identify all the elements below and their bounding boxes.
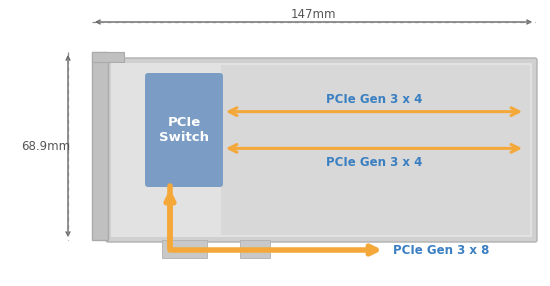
Bar [92,52,124,62]
Bar [162,240,207,258]
FancyBboxPatch shape [221,65,530,131]
FancyBboxPatch shape [145,73,223,187]
Bar [240,240,270,258]
Bar [92,52,108,240]
Text: 147mm: 147mm [291,7,336,21]
FancyArrowPatch shape [229,144,519,152]
FancyBboxPatch shape [106,58,537,242]
Text: 68.9mm: 68.9mm [21,140,70,152]
FancyBboxPatch shape [221,129,530,235]
Text: PCIe Gen 3 x 4: PCIe Gen 3 x 4 [326,156,422,169]
Text: PCIe Gen 3 x 4: PCIe Gen 3 x 4 [326,93,422,106]
Text: PCIe Gen 3 x 8: PCIe Gen 3 x 8 [393,243,490,257]
FancyBboxPatch shape [111,63,532,237]
FancyArrowPatch shape [229,108,519,116]
Text: PCIe
Switch: PCIe Switch [159,116,209,144]
